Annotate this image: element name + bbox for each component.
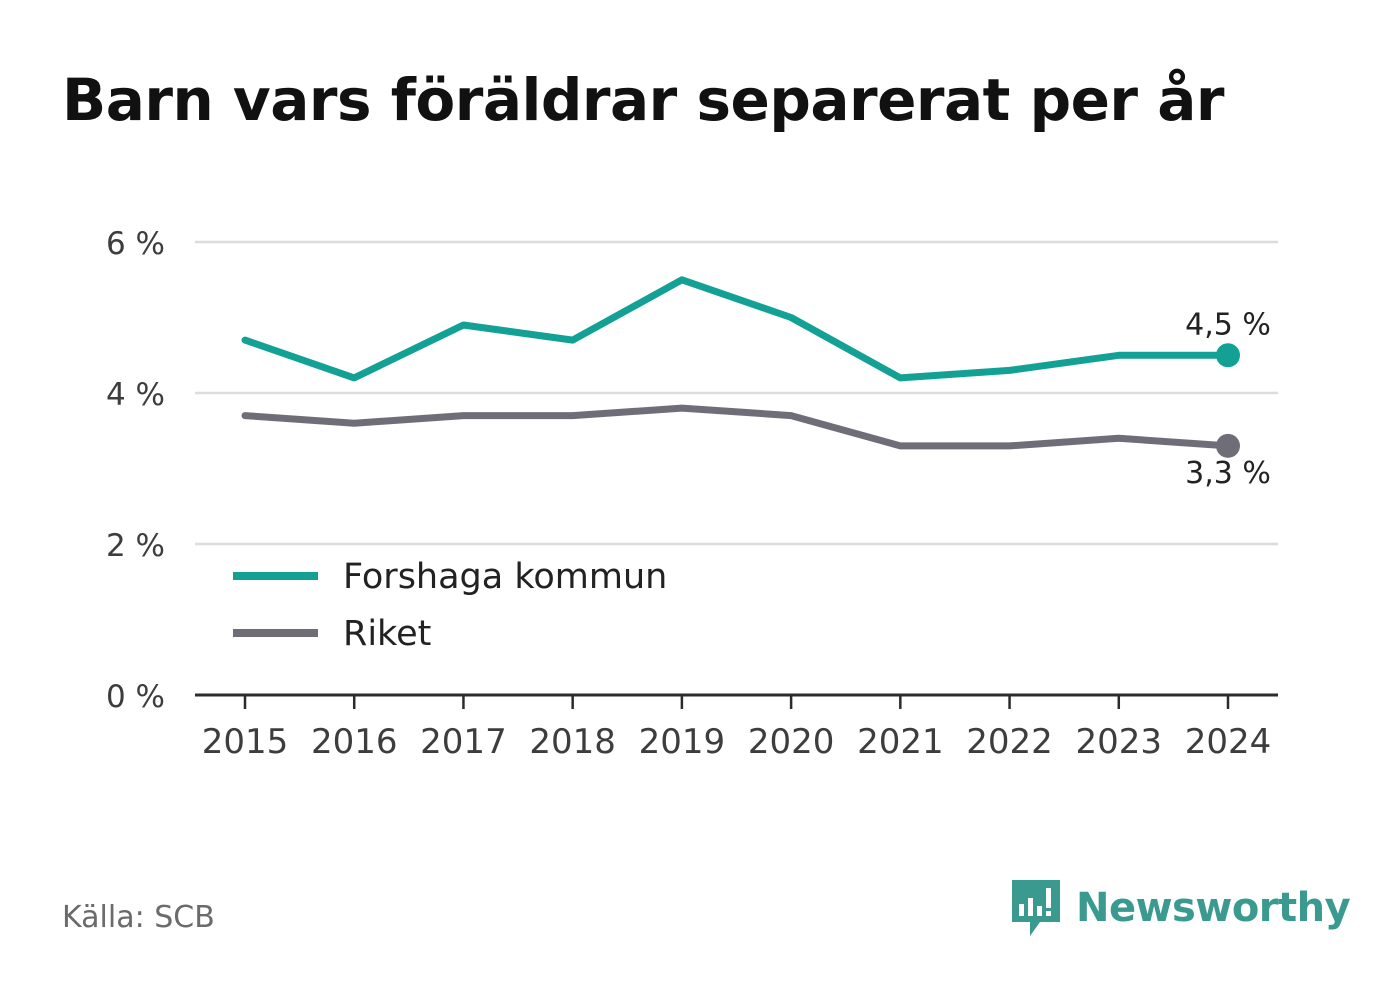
y-axis-ticks: 0 % 2 % 4 % 6 % bbox=[106, 226, 165, 715]
x-tick-label: 2018 bbox=[529, 722, 616, 762]
x-tick-label: 2015 bbox=[202, 722, 289, 762]
gridlines bbox=[195, 240, 1278, 546]
chart-title: Barn vars föräldrar separerat per år bbox=[62, 66, 1224, 134]
x-axis: 2015 2016 2017 2018 2019 2020 2021 2022 2023 2024 bbox=[195, 693, 1278, 762]
y-tick-label: 4 % bbox=[106, 377, 165, 413]
series-end-label: 4,5 % bbox=[1185, 307, 1271, 342]
brand-logo: Newsworthy bbox=[1010, 878, 1351, 938]
x-tick-label: 2017 bbox=[420, 722, 507, 762]
series-end-marker bbox=[1216, 433, 1240, 458]
x-tick-label: 2020 bbox=[748, 722, 835, 762]
series-line bbox=[241, 276, 1232, 382]
x-tick-label: 2019 bbox=[639, 722, 726, 762]
brand-name: Newsworthy bbox=[1076, 885, 1351, 931]
x-tick-label: 2021 bbox=[857, 722, 944, 762]
legend: Forshaga kommun Riket bbox=[222, 548, 688, 666]
legend-background bbox=[222, 548, 688, 666]
end-labels: 4,5 % 3,3 % bbox=[1185, 307, 1271, 491]
series-line bbox=[241, 404, 1232, 450]
legend-label: Forshaga kommun bbox=[343, 557, 667, 597]
x-tick-label: 2024 bbox=[1185, 722, 1272, 762]
x-tick-label: 2023 bbox=[1076, 722, 1163, 762]
series-lines bbox=[241, 276, 1240, 458]
source-note: Källa: SCB bbox=[62, 900, 215, 935]
y-tick-label: 2 % bbox=[106, 528, 165, 564]
y-tick-label: 0 % bbox=[106, 679, 165, 715]
newsworthy-logo-icon bbox=[1012, 880, 1060, 936]
series-end-marker bbox=[1216, 343, 1240, 368]
x-tick-label: 2016 bbox=[311, 722, 398, 762]
series-end-label: 3,3 % bbox=[1185, 456, 1271, 491]
x-tick-label: 2022 bbox=[966, 722, 1053, 762]
legend-label: Riket bbox=[343, 614, 431, 654]
y-tick-label: 6 % bbox=[106, 226, 165, 262]
